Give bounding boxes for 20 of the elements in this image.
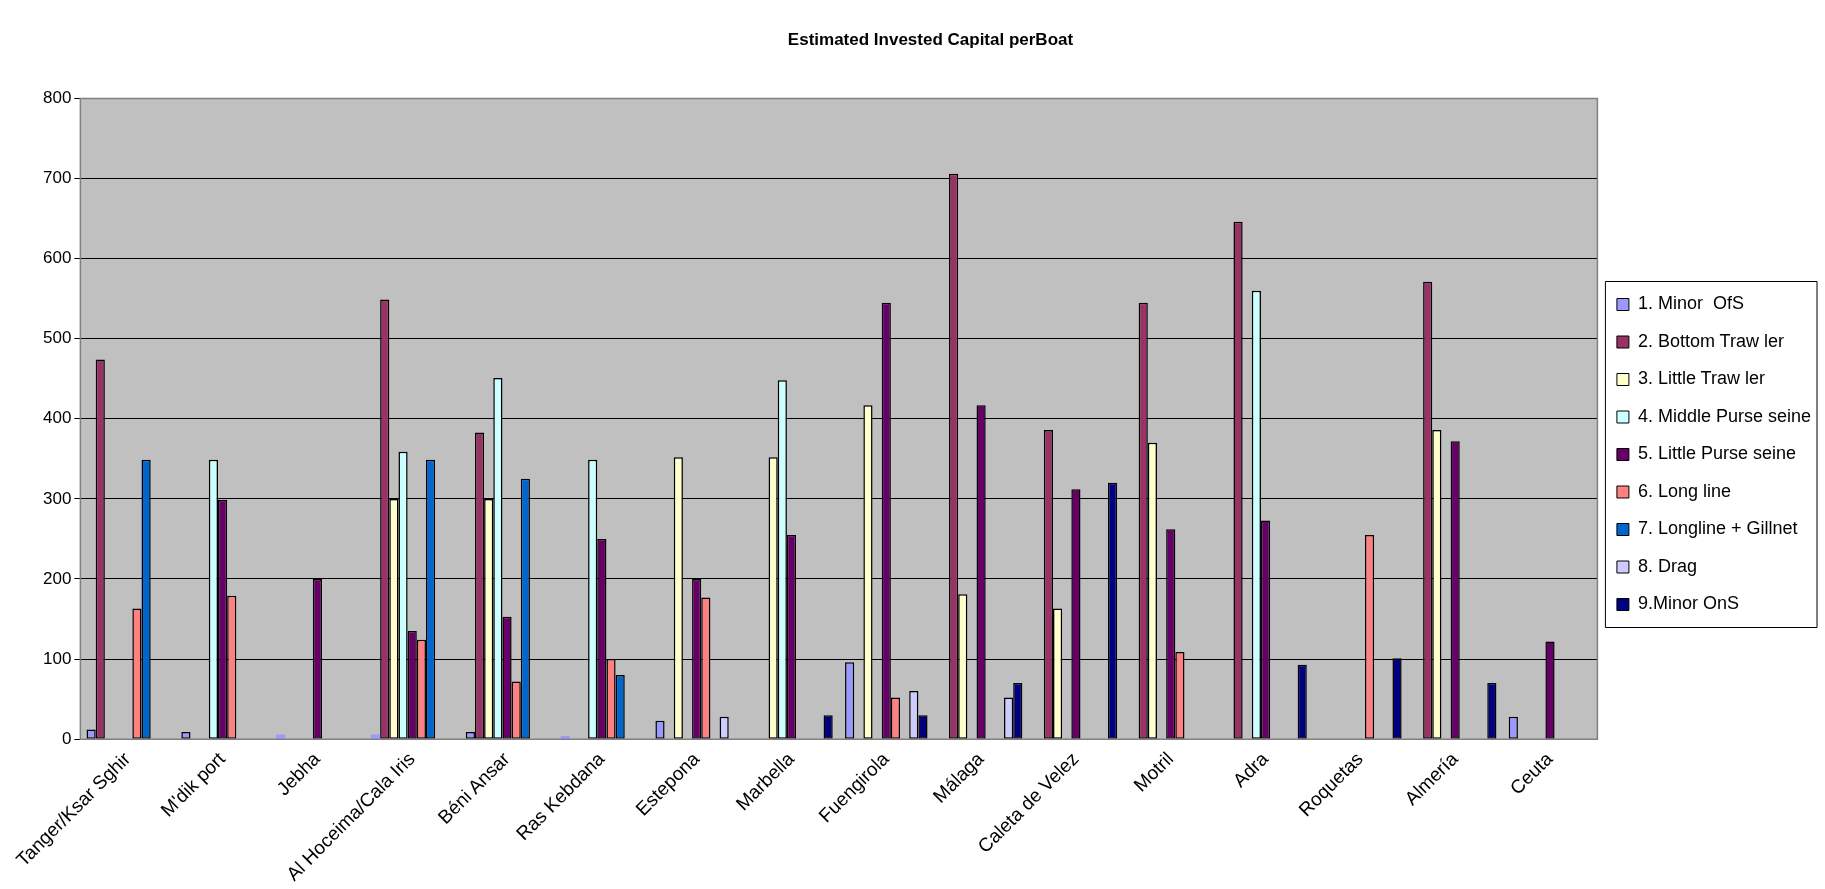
y-tick-label: 300 (42, 488, 72, 508)
y-tick-label: 100 (42, 648, 72, 668)
legend-label: 3. Little Traw ler (1637, 368, 1765, 389)
legend-label: 8. Drag (1637, 555, 1697, 576)
y-tick-label: 0 (61, 728, 72, 748)
legend-label: 9.Minor OnS (1637, 593, 1739, 614)
legend-label: 2. Bottom Traw ler (1637, 330, 1784, 351)
legend-label: 6. Long line (1637, 480, 1731, 501)
legend-label: 4. Middle Purse seine (1637, 405, 1811, 426)
legend-label: 5. Little Purse seine (1637, 443, 1796, 464)
y-tick-label: 800 (42, 88, 72, 108)
legend-label: 7. Longline + Gillnet (1637, 518, 1798, 539)
y-tick-label: 200 (42, 568, 72, 588)
y-tick-label: 500 (42, 328, 72, 348)
y-tick-label: 600 (42, 248, 72, 268)
bar (276, 734, 286, 739)
legend-label: 1. Minor OfS (1637, 293, 1744, 314)
y-tick-label: 700 (42, 168, 72, 188)
chart-title: Estimated Invested Capital perBoat (787, 29, 1074, 49)
y-tick-label: 400 (42, 408, 72, 428)
